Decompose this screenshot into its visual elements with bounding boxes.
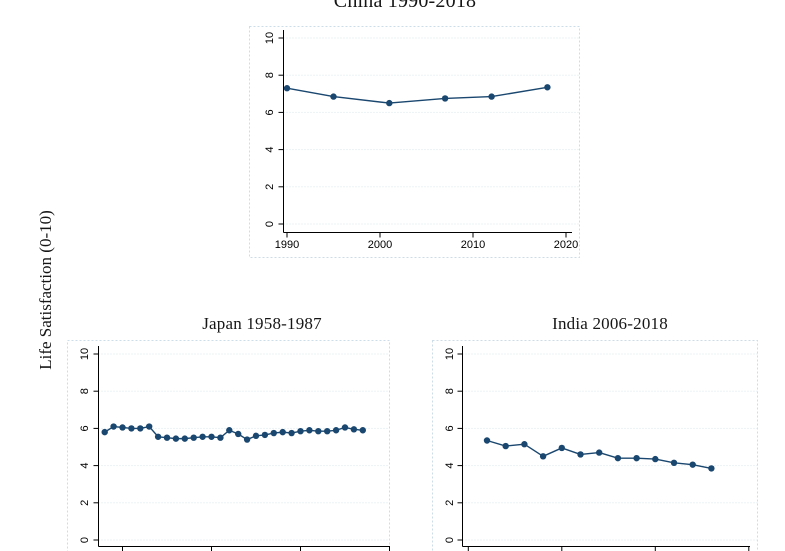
y-tick-label: 8 [79, 388, 91, 394]
x-tick-label: 1990 [275, 239, 299, 251]
y-tick-label: 6 [79, 425, 91, 431]
china-chart: 0 2 4 6 8 10 1990 2000 2010 2020 [249, 0, 580, 258]
data-point [217, 434, 224, 441]
data-point [350, 426, 358, 433]
data-point [110, 423, 117, 430]
data-point [670, 459, 678, 467]
data-point [226, 427, 233, 434]
y-tick-label: 2 [264, 184, 276, 190]
data-point [596, 449, 603, 456]
y-tick-label: 10 [264, 32, 276, 44]
data-point [101, 428, 108, 436]
data-point [633, 454, 640, 462]
data-point [441, 95, 449, 102]
data-point [708, 465, 715, 472]
plot-frame [249, 26, 580, 258]
india-chart: 0 2 4 6 8 10 [432, 310, 758, 551]
china-chart-title: China 1990-2018 [333, 0, 477, 12]
data-point [154, 433, 162, 440]
x-tick-label: 2000 [368, 239, 392, 251]
y-tick-label: 10 [79, 348, 91, 360]
data-point [315, 427, 322, 435]
y-tick-label: 8 [264, 72, 276, 78]
data-point [235, 430, 242, 438]
data-point [283, 85, 291, 92]
y-tick-label: 0 [264, 221, 276, 227]
data-point [163, 434, 171, 441]
india-chart-title: India 2006-2018 [552, 314, 668, 333]
y-tick-label: 10 [444, 348, 456, 360]
x-tick-label: 2010 [461, 239, 485, 251]
data-point [483, 437, 491, 444]
data-point [137, 425, 144, 432]
data-point [544, 84, 551, 91]
data-point [172, 435, 180, 442]
japan-plot-svg: 0 2 4 6 8 10 [67, 340, 390, 551]
china-plot-svg: 0 2 4 6 8 10 1990 2000 2010 2020 [249, 26, 580, 258]
data-point [330, 93, 337, 100]
data-point [181, 435, 188, 442]
data-point [306, 427, 313, 434]
data-point [146, 423, 153, 430]
data-point [261, 431, 269, 439]
y-tick-label: 8 [444, 388, 456, 394]
figure-y-axis-label: Life Satisfaction (0-10) [36, 210, 55, 370]
data-point [558, 444, 565, 452]
series-line [286, 86, 548, 104]
data-point [502, 442, 509, 450]
y-tick-label: 2 [444, 500, 456, 506]
data-point [243, 436, 251, 443]
y-tick-label: 0 [444, 537, 456, 543]
data-point [288, 429, 295, 437]
data-point [341, 424, 349, 431]
data-point [270, 429, 277, 437]
y-tick-label: 6 [264, 109, 276, 115]
data-point [386, 99, 393, 107]
x-tick-label: 2020 [554, 239, 578, 251]
data-point [689, 461, 696, 468]
data-point [208, 433, 215, 440]
data-point [332, 427, 340, 434]
data-point [652, 455, 659, 463]
y-tick-label: 2 [79, 500, 91, 506]
data-point [128, 425, 135, 432]
data-point [252, 432, 260, 440]
data-point [521, 441, 528, 448]
y-tick-label: 0 [79, 537, 91, 543]
data-point [614, 454, 622, 462]
data-point [577, 451, 584, 458]
data-point [297, 427, 304, 435]
data-point [359, 427, 366, 434]
data-point [324, 427, 331, 435]
india-plot-svg: 0 2 4 6 8 10 [432, 340, 758, 551]
y-tick-label: 4 [79, 463, 91, 469]
data-point [199, 433, 206, 440]
y-tick-label: 4 [444, 463, 456, 469]
japan-chart-title: Japan 1958-1987 [202, 314, 322, 333]
data-point [119, 424, 126, 431]
plot-frame [432, 340, 758, 551]
plot-frame [67, 340, 390, 551]
data-point [190, 434, 197, 441]
y-tick-label: 4 [264, 147, 276, 153]
data-point [539, 453, 547, 460]
japan-chart: 0 2 4 6 8 10 [67, 310, 390, 551]
data-point [279, 428, 286, 436]
y-tick-label: 6 [444, 425, 456, 431]
data-point [488, 93, 495, 100]
